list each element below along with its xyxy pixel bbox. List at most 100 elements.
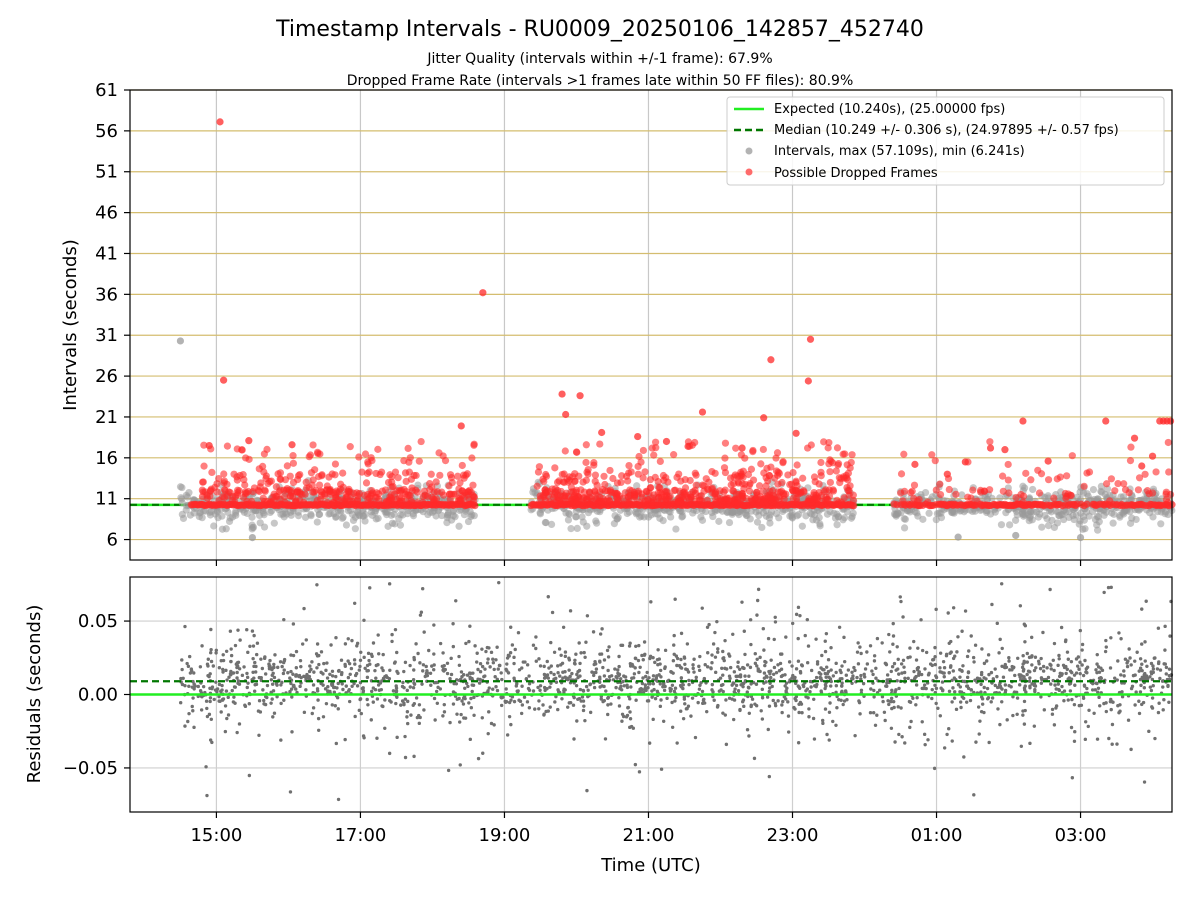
residual-point <box>727 696 732 700</box>
dropped-frame-point <box>980 487 988 495</box>
residual-point <box>790 621 795 626</box>
residual-point <box>823 686 827 691</box>
residual-point <box>958 700 963 704</box>
residual-point <box>445 661 450 665</box>
residual-point <box>582 650 586 655</box>
residual-point <box>471 671 475 675</box>
residual-point <box>1097 695 1101 700</box>
residual-point <box>700 606 704 610</box>
dropped-frame-point <box>433 488 441 496</box>
interval-point <box>848 512 856 521</box>
residual-point <box>531 689 536 693</box>
residual-point <box>543 688 547 693</box>
dropped-frame-point <box>779 459 787 467</box>
dropped-frame-point <box>446 471 455 479</box>
residual-point <box>281 671 286 676</box>
residual-point <box>253 683 257 687</box>
residual-point <box>315 687 320 691</box>
dropped-frame-point <box>826 468 834 476</box>
dropped-frame-point <box>309 441 317 449</box>
residual-point <box>207 674 211 679</box>
residual-point <box>842 659 847 664</box>
dropped-frame-point <box>849 496 857 505</box>
interval-point <box>228 513 237 521</box>
residual-point <box>243 704 248 709</box>
residual-point <box>472 713 476 718</box>
dropped-frame-point <box>847 458 855 467</box>
residual-point <box>747 686 751 690</box>
residual-point <box>798 669 803 674</box>
residual-point <box>805 660 810 665</box>
dropped-frame-point <box>396 498 404 506</box>
residual-point <box>1164 672 1168 676</box>
dropped-frame-point <box>220 493 229 502</box>
dropped-frame-point <box>730 479 738 488</box>
residual-point <box>916 646 920 650</box>
residual-point <box>282 668 286 672</box>
residual-point <box>622 684 626 688</box>
residual-point <box>958 675 962 679</box>
residual-point <box>1153 736 1157 741</box>
residual-point <box>633 666 637 670</box>
dropped-frame-point <box>846 482 854 490</box>
dropped-frame-point <box>800 487 808 495</box>
residual-point <box>513 647 517 652</box>
residual-point <box>773 615 777 620</box>
residual-point <box>1164 665 1169 670</box>
residual-point <box>441 714 445 718</box>
residual-point <box>563 675 567 679</box>
residual-point <box>1027 679 1032 683</box>
residual-point <box>766 636 771 641</box>
residual-point <box>986 653 991 657</box>
dropped-frame-point <box>1050 494 1058 502</box>
residual-point <box>271 715 275 719</box>
dropped-frame-point <box>911 460 919 468</box>
residual-point <box>590 670 594 674</box>
dropped-frame-point <box>609 474 617 483</box>
residual-point <box>358 658 363 662</box>
residual-point <box>588 710 593 715</box>
residual-point <box>846 668 851 672</box>
residual-point <box>885 673 890 677</box>
residual-point <box>814 684 818 689</box>
residual-point <box>963 609 968 613</box>
residual-point <box>1048 587 1052 592</box>
residual-point <box>344 684 348 688</box>
residual-point <box>599 697 603 701</box>
residual-point <box>900 735 904 739</box>
residual-point <box>914 658 919 662</box>
residual-point <box>1140 607 1144 611</box>
dropped-frame-point <box>225 488 233 496</box>
residual-point <box>620 719 624 723</box>
residual-point <box>1033 684 1038 688</box>
residual-point <box>299 664 303 669</box>
residual-point <box>442 669 446 673</box>
residual-point <box>670 700 674 705</box>
interval-point <box>255 511 264 520</box>
residual-point <box>251 644 256 648</box>
residual-point <box>507 714 512 719</box>
intervals-y-tick-label: 46 <box>95 203 118 224</box>
dropped-frame-point <box>462 471 470 479</box>
residual-point <box>1080 663 1084 667</box>
dropped-frame-point <box>810 488 818 497</box>
residual-point <box>588 682 593 686</box>
residual-point <box>986 695 991 700</box>
residual-point <box>602 698 607 703</box>
dropped-frame-point <box>362 479 371 487</box>
residual-point <box>747 711 752 716</box>
residual-point <box>262 702 266 706</box>
dropped-frame-point <box>259 462 267 470</box>
residual-point <box>1149 688 1154 693</box>
residual-point <box>914 683 919 687</box>
residual-point <box>861 681 866 686</box>
residual-point <box>731 632 735 636</box>
residual-point <box>710 653 714 657</box>
legend-median-label: Median (10.249 +/- 0.306 s), (24.97895 +… <box>774 123 1119 138</box>
residual-point <box>204 765 208 769</box>
interval-point <box>1012 531 1020 540</box>
residual-point <box>1103 649 1108 654</box>
dropped-frame-point <box>272 483 280 491</box>
residual-point <box>288 790 293 794</box>
residual-point <box>872 688 876 693</box>
